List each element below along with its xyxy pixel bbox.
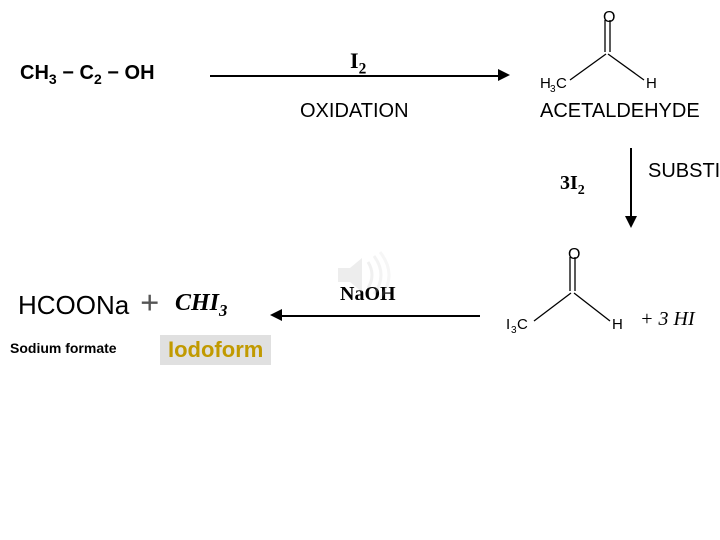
- chi3-base: CHI: [175, 290, 219, 316]
- arrow-substitution-head: [625, 216, 637, 228]
- formula-chi3: CHI3: [175, 290, 227, 321]
- svg-text:C: C: [556, 75, 567, 92]
- threei2-coef: 3: [560, 172, 570, 194]
- formula-ethanol: CH3 − C2 − OH: [20, 62, 155, 87]
- threei2-base: I: [570, 172, 578, 194]
- ethanol-dash2: −: [102, 62, 125, 84]
- svg-text:H: H: [646, 75, 657, 92]
- plus-3hi: + 3 HI: [640, 308, 695, 331]
- ethanol-ch: CH: [20, 62, 49, 84]
- structure-triiodoacetaldehyde: O I 3 C H: [490, 245, 640, 345]
- arrow-naoh-head: [270, 309, 282, 321]
- formula-hcoona: HCOONa: [18, 290, 129, 321]
- label-sodium-formate: Sodium formate: [10, 340, 117, 356]
- svg-text:O: O: [568, 246, 580, 263]
- i2-base: I: [350, 48, 359, 73]
- ethanol-dash1: −: [57, 62, 80, 84]
- label-iodoform: Iodoform: [160, 335, 271, 365]
- arrow-oxidation-head: [498, 69, 510, 81]
- label-acetaldehyde: ACETALDEHYDE: [540, 100, 700, 123]
- ethanol-c: C: [79, 62, 93, 84]
- svg-text:H: H: [612, 316, 623, 333]
- arrow-naoh: [280, 315, 480, 317]
- svg-text:C: C: [517, 316, 528, 333]
- reagent-3i2: 3I2: [560, 172, 585, 199]
- reagent-i2: I2: [350, 48, 366, 78]
- chi3-sub: 3: [219, 301, 227, 320]
- svg-text:I: I: [506, 316, 510, 333]
- plus-sign: +: [140, 285, 159, 323]
- structure-acetaldehyde: O H 3 C H: [530, 10, 670, 100]
- arrow-substitution: [630, 148, 632, 218]
- label-oxidation: OXIDATION: [300, 100, 409, 123]
- i2-sub: 2: [359, 60, 367, 77]
- label-substitution: SUBSTITUTION: [648, 160, 720, 183]
- speaker-icon: [330, 250, 400, 300]
- threei2-sub: 2: [578, 183, 585, 198]
- svg-text:O: O: [603, 10, 615, 26]
- ethanol-sub2: 2: [94, 71, 102, 87]
- ethanol-oh: OH: [125, 62, 155, 84]
- ethanol-sub3: 3: [49, 71, 57, 87]
